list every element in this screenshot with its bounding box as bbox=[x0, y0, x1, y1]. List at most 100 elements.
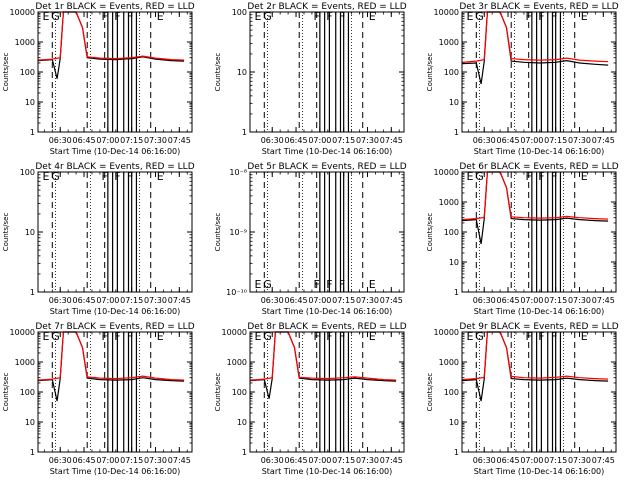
flag-label: F bbox=[538, 330, 544, 343]
x-tick-label: 07:45 bbox=[168, 296, 191, 305]
flag-label: E bbox=[466, 330, 473, 343]
x-tick-label: 06:45 bbox=[285, 456, 308, 465]
x-tick-label: 06:30 bbox=[473, 296, 496, 305]
x-tick-label: 07:30 bbox=[356, 136, 379, 145]
lld-series-line bbox=[249, 331, 397, 381]
flag-label: F bbox=[538, 170, 544, 183]
x-tick-label: 07:30 bbox=[356, 456, 379, 465]
x-tick-label: 07:00 bbox=[96, 456, 119, 465]
x-tick-label: 07:30 bbox=[144, 296, 167, 305]
flag-label: E bbox=[581, 10, 588, 23]
x-tick-label: 07:15 bbox=[120, 456, 143, 465]
y-tick-label: 10000 bbox=[222, 328, 247, 337]
panel-7: Det 7r BLACK = Events, RED = LLD Counts/s… bbox=[2, 322, 195, 476]
flag-label: E bbox=[157, 170, 164, 183]
flag-label: F bbox=[127, 10, 133, 23]
panel-title: Det 8r BLACK = Events, RED = LLD bbox=[247, 322, 406, 332]
x-tick-label: 06:45 bbox=[73, 296, 96, 305]
y-axis-label: Counts/sec bbox=[426, 213, 434, 252]
y-tick-label: 1000 bbox=[439, 198, 459, 207]
y-tick-label: 100 bbox=[232, 388, 247, 397]
flag-label: G bbox=[263, 10, 272, 23]
y-tick-label: 1000 bbox=[439, 358, 459, 367]
plot-frame bbox=[461, 331, 617, 453]
flag-label: F bbox=[551, 330, 557, 343]
flag-label: F bbox=[102, 10, 108, 23]
x-tick-label: 07:00 bbox=[520, 136, 543, 145]
y-tick-label: 1 bbox=[30, 128, 35, 137]
x-axis-label: Start Time (10-Dec-14 06:16:00) bbox=[262, 307, 393, 316]
panel-5: Det 5r BLACK = Events, RED = LLD Counts/s… bbox=[214, 162, 407, 316]
y-tick-label: 10000 bbox=[10, 8, 35, 17]
x-tick-label: 06:30 bbox=[261, 136, 284, 145]
lld-series-line bbox=[461, 11, 609, 63]
flag-label: F bbox=[114, 10, 120, 23]
plot-frame bbox=[37, 331, 193, 453]
panel-3: Det 3r BLACK = Events, RED = LLD Counts/s… bbox=[426, 2, 619, 156]
flag-label: E bbox=[466, 170, 473, 183]
x-axis-label: Start Time (10-Dec-14 06:16:00) bbox=[262, 147, 393, 156]
flag-label: F bbox=[114, 170, 120, 183]
y-tick-label: 100 bbox=[20, 388, 35, 397]
panel-title: Det 4r BLACK = Events, RED = LLD bbox=[35, 162, 194, 172]
x-tick-label: 07:30 bbox=[144, 136, 167, 145]
y-tick-label: 100 bbox=[444, 228, 459, 237]
x-tick-label: 07:00 bbox=[308, 296, 331, 305]
x-tick-label: 07:00 bbox=[308, 456, 331, 465]
x-tick-label: 06:45 bbox=[73, 456, 96, 465]
x-tick-label: 06:45 bbox=[73, 136, 96, 145]
x-tick-label: 06:30 bbox=[49, 136, 72, 145]
y-tick-label: 1000 bbox=[15, 38, 35, 47]
x-tick-label: 07:00 bbox=[520, 296, 543, 305]
x-tick-label: 07:00 bbox=[520, 456, 543, 465]
y-tick-label: 10 bbox=[449, 258, 459, 267]
flag-label: E bbox=[254, 330, 261, 343]
flag-label: E bbox=[254, 278, 261, 291]
y-tick-label: 100 bbox=[444, 68, 459, 77]
x-tick-label: 06:45 bbox=[497, 136, 520, 145]
plot-frame bbox=[249, 11, 405, 133]
flag-label: F bbox=[526, 330, 532, 343]
panel-title: Det 7r BLACK = Events, RED = LLD bbox=[35, 322, 194, 332]
flag-label: E bbox=[369, 330, 376, 343]
x-tick-label: 07:45 bbox=[592, 136, 615, 145]
y-tick-label: 1 bbox=[242, 128, 247, 137]
flag-label: G bbox=[263, 278, 272, 291]
flag-label: F bbox=[314, 10, 320, 23]
y-tick-label: 1 bbox=[454, 128, 459, 137]
flag-label: F bbox=[339, 330, 345, 343]
y-tick-label: 10000 bbox=[10, 328, 35, 337]
x-tick-label: 06:30 bbox=[473, 136, 496, 145]
flag-label: F bbox=[526, 10, 532, 23]
y-tick-label: 100 bbox=[444, 388, 459, 397]
y-tick-label: 1000 bbox=[15, 358, 35, 367]
x-tick-label: 07:45 bbox=[380, 456, 403, 465]
flag-label: F bbox=[551, 10, 557, 23]
x-tick-label: 07:45 bbox=[168, 136, 191, 145]
y-tick-label: 10 bbox=[237, 68, 247, 77]
x-tick-label: 07:15 bbox=[544, 456, 567, 465]
panel-6: Det 6r BLACK = Events, RED = LLD Counts/s… bbox=[426, 162, 619, 316]
flag-label: G bbox=[263, 330, 272, 343]
x-tick-label: 06:30 bbox=[49, 456, 72, 465]
y-tick-label: 10 bbox=[449, 418, 459, 427]
flag-label: E bbox=[581, 170, 588, 183]
y-tick-label: 100 bbox=[232, 8, 247, 17]
y-axis-label: Counts/sec bbox=[214, 53, 222, 92]
y-tick-label: 100 bbox=[20, 68, 35, 77]
panel-title: Det 3r BLACK = Events, RED = LLD bbox=[459, 2, 618, 12]
x-tick-label: 07:30 bbox=[144, 456, 167, 465]
x-tick-label: 07:00 bbox=[96, 136, 119, 145]
x-tick-label: 06:30 bbox=[261, 296, 284, 305]
x-tick-label: 06:45 bbox=[285, 136, 308, 145]
panel-2: Det 2r BLACK = Events, RED = LLD Counts/s… bbox=[214, 2, 407, 156]
y-tick-label: 1000 bbox=[439, 38, 459, 47]
y-tick-label: 10 bbox=[25, 98, 35, 107]
flag-label: F bbox=[339, 278, 345, 291]
x-tick-label: 06:30 bbox=[261, 456, 284, 465]
x-tick-label: 07:15 bbox=[544, 136, 567, 145]
flag-label: G bbox=[51, 330, 60, 343]
panel-title: Det 1r BLACK = Events, RED = LLD bbox=[35, 2, 194, 12]
flag-label: F bbox=[314, 330, 320, 343]
x-tick-label: 07:30 bbox=[568, 136, 591, 145]
